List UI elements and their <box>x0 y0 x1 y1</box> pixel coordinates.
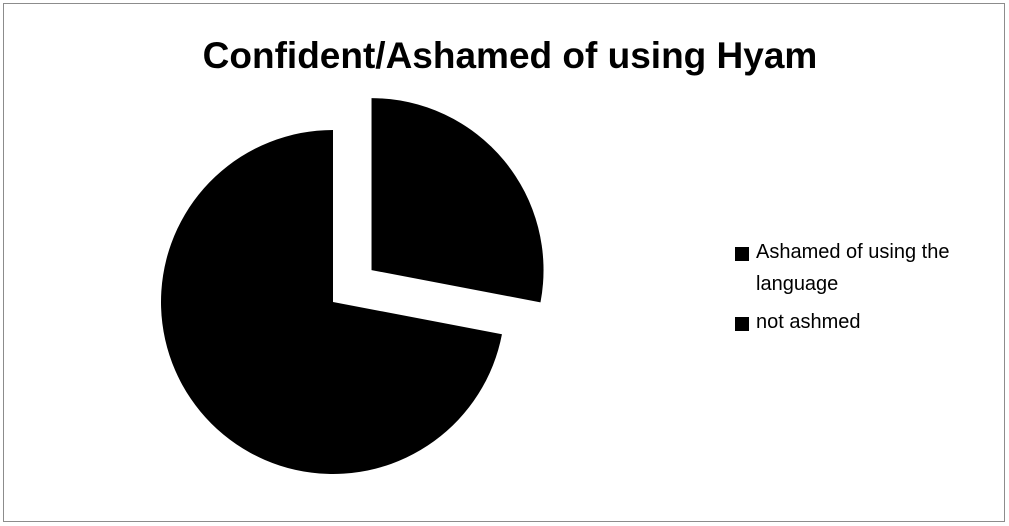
pie-slice-not-ashamed <box>160 130 502 474</box>
legend-swatch-ashamed <box>735 247 749 261</box>
pie-slices <box>160 98 544 474</box>
chart-title: Confident/Ashamed of using Hyam <box>202 35 818 76</box>
legend-item-not-ashamed: not ashmed <box>735 306 1000 338</box>
legend-swatch-not-ashamed <box>735 317 749 331</box>
legend-label-ashamed: Ashamed of using the language <box>756 241 950 295</box>
legend-label-not-ashamed: not ashmed <box>756 311 861 333</box>
legend-item-ashamed: Ashamed of using the language <box>735 236 1000 300</box>
legend: Ashamed of using the language not ashmed <box>735 236 1000 344</box>
pie-slice-ashamed <box>371 98 544 303</box>
